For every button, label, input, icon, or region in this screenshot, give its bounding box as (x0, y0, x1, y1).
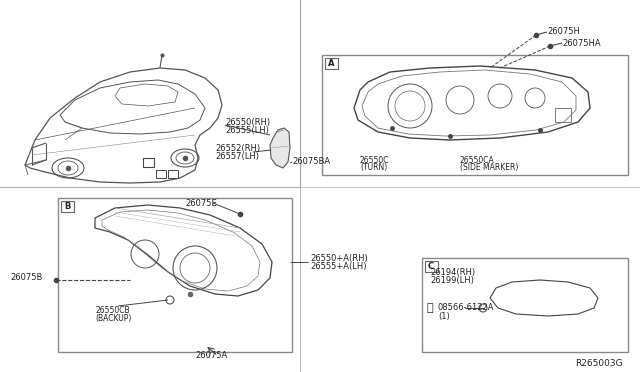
Text: C: C (170, 171, 175, 177)
Bar (322, 55, 628, 175)
Text: B: B (145, 159, 151, 168)
Text: 26550(RH): 26550(RH) (225, 118, 270, 126)
Text: (BACKUP): (BACKUP) (95, 314, 131, 323)
Text: (1): (1) (438, 311, 450, 321)
Bar (555, 108, 571, 122)
Text: (TURN): (TURN) (360, 163, 387, 172)
Polygon shape (270, 128, 290, 168)
Text: 26557(LH): 26557(LH) (215, 151, 259, 160)
Bar (58, 198, 292, 352)
Text: R265003G: R265003G (575, 359, 623, 369)
Text: C: C (428, 262, 434, 271)
Circle shape (166, 296, 174, 304)
Text: 26555(LH): 26555(LH) (225, 125, 269, 135)
Text: 08566-6122A: 08566-6122A (438, 304, 495, 312)
Text: Ⓢ: Ⓢ (427, 303, 433, 313)
Text: 26550+A(RH): 26550+A(RH) (310, 253, 368, 263)
Text: 26550CA: 26550CA (460, 156, 495, 165)
Text: 26550CB: 26550CB (95, 306, 130, 315)
Bar (156, 170, 166, 178)
Text: 26194(RH): 26194(RH) (430, 267, 475, 276)
Text: 26075A: 26075A (195, 352, 227, 360)
Text: 26199(LH): 26199(LH) (430, 276, 474, 285)
Circle shape (479, 304, 487, 312)
Bar (425, 261, 438, 272)
Text: 26075HA: 26075HA (562, 38, 600, 48)
Text: A: A (328, 59, 334, 68)
Bar (61, 201, 74, 212)
Text: 26075BA: 26075BA (292, 157, 330, 167)
Text: 26550C: 26550C (360, 156, 390, 165)
Text: 26075B: 26075B (10, 273, 42, 282)
Text: A: A (158, 171, 164, 177)
Bar (143, 158, 154, 167)
Text: 26552(RH): 26552(RH) (215, 144, 260, 153)
Bar (422, 258, 628, 352)
Bar (325, 58, 338, 69)
Text: 26075E: 26075E (185, 199, 217, 208)
Text: 26555+A(LH): 26555+A(LH) (310, 262, 367, 270)
Text: 26075H: 26075H (547, 28, 580, 36)
Text: (SIDE MARKER): (SIDE MARKER) (460, 163, 518, 172)
Bar (168, 170, 178, 178)
Text: B: B (64, 202, 70, 211)
